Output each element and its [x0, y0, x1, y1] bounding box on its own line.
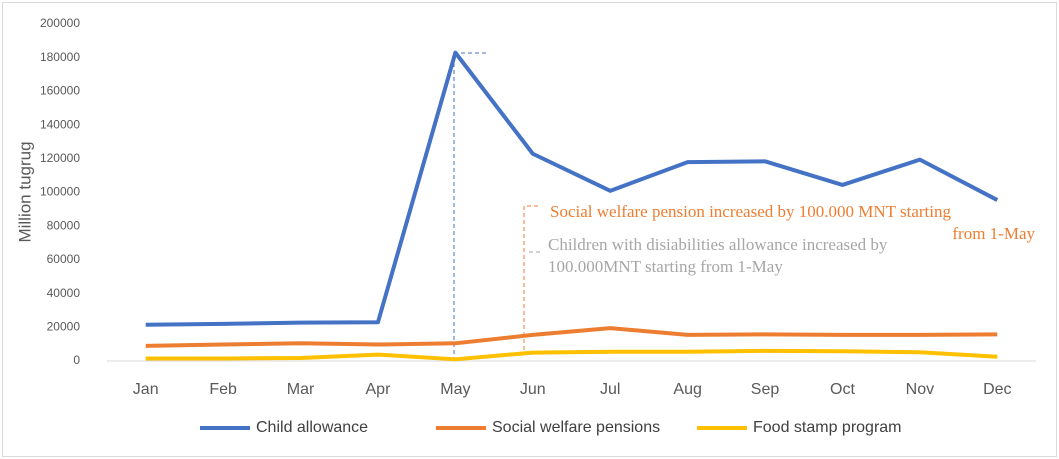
y-tick-label: 160000 [40, 84, 80, 98]
y-tick-label: 80000 [47, 218, 81, 232]
data-line [145, 326, 998, 348]
x-tick-label: Aug [673, 381, 701, 398]
legend-label: Social welfare pensions [492, 419, 660, 436]
annotation: Social welfare pension increased by 100.… [550, 202, 951, 221]
legend-label: Child allowance [256, 419, 368, 436]
legend-label: Food stamp program [753, 419, 902, 436]
x-tick-label: Jan [133, 381, 159, 398]
y-tick-label: 200000 [40, 16, 80, 30]
x-tick-label: Sep [751, 381, 780, 398]
y-tick-label: 140000 [40, 117, 80, 131]
x-tick-label: Apr [366, 381, 392, 398]
y-tick-label: 20000 [47, 319, 81, 333]
x-tick-label: Jul [600, 381, 620, 398]
annotation-line [523, 205, 538, 352]
x-tick-label: Jun [520, 381, 546, 398]
y-tick-label: 100000 [40, 185, 80, 199]
annotation: 100.000MNT starting from 1-May [548, 257, 783, 276]
x-tick-label: May [440, 381, 470, 398]
y-axis-label: Million tugrug [15, 141, 34, 242]
y-tick-label: 180000 [40, 50, 80, 64]
annotation: from 1-May [952, 224, 1035, 243]
x-tick-label: Feb [209, 381, 237, 398]
y-tick-label: 0 [73, 353, 80, 367]
data-line [145, 348, 998, 362]
x-tick-label: Mar [287, 381, 315, 398]
x-tick-label: Nov [906, 381, 934, 398]
annotation: Children with disiabilities allowance in… [548, 235, 888, 254]
y-tick-label: 60000 [47, 252, 81, 266]
x-tick-label: Dec [983, 381, 1011, 398]
x-tick-label: Oct [830, 381, 855, 398]
y-tick-label: 120000 [40, 151, 80, 165]
data-line [145, 50, 999, 327]
y-tick-label: 40000 [47, 286, 81, 300]
